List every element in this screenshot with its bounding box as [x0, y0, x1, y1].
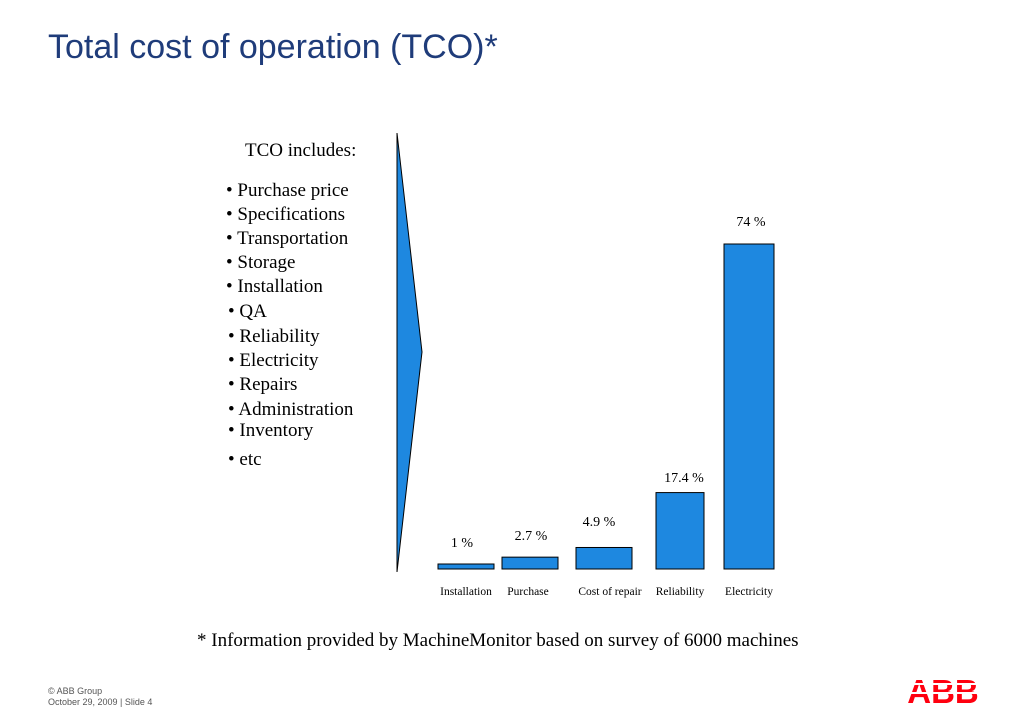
bar-purchase [501, 556, 559, 570]
data-label: 74 % [736, 215, 766, 230]
copyright: © ABB Group [48, 686, 103, 696]
list-item-label: Specifications [237, 204, 346, 225]
data-label: 1 % [451, 536, 474, 551]
list-item: • Specifications [226, 204, 346, 225]
list-item: • Reliability [228, 326, 320, 347]
list-item: • etc [228, 449, 262, 470]
chevron-arrow [396, 132, 423, 573]
list-item-label: etc [239, 449, 262, 470]
date-slide: October 29, 2009 | Slide 4 [48, 697, 153, 707]
list-item: • Purchase price [226, 180, 349, 201]
category-label: Purchase [507, 586, 549, 598]
abb-logo-text: ABB [908, 674, 978, 708]
list-item-label: Inventory [239, 420, 314, 441]
category-label: Electricity [725, 586, 773, 598]
category-label: Installation [440, 586, 492, 598]
list-item-label: Repairs [239, 374, 298, 395]
bar-installation [437, 563, 495, 570]
list-item-label: Electricity [239, 350, 319, 371]
bar-electricity [723, 243, 775, 570]
list-item: • Repairs [228, 374, 298, 395]
category-label: Cost of repair [578, 586, 641, 598]
list-item-label: Transportation [237, 228, 349, 249]
list-item-label: Storage [237, 252, 296, 273]
list-item: • QA [228, 301, 267, 322]
list-item: • Inventory [228, 420, 314, 441]
list-item-label: Purchase price [237, 180, 349, 201]
footnote: * Information provided by MachineMonitor… [197, 630, 799, 651]
abb-logo: ABB [908, 674, 978, 708]
list-item: • Installation [226, 276, 323, 297]
list-item: • Administration [228, 399, 354, 420]
list-item: • Transportation [226, 228, 349, 249]
data-label: 4.9 % [583, 515, 616, 530]
data-label: 17.4 % [664, 471, 704, 486]
bar-cost-of-repair [575, 546, 633, 570]
list-item-label: Installation [237, 276, 323, 297]
bar-reliability [655, 492, 705, 570]
data-label: 2.7 % [515, 529, 548, 544]
list-item-label: Administration [238, 399, 354, 420]
footer-info: © ABB Group October 29, 2009 | Slide 4 [48, 686, 152, 708]
page-title: Total cost of operation (TCO)* [48, 28, 498, 66]
tco-includes-heading: TCO includes: [245, 140, 357, 161]
list-item: • Storage [226, 252, 296, 273]
list-item-label: QA [239, 301, 267, 322]
list-item-label: Reliability [239, 326, 320, 347]
category-label: Reliability [656, 586, 705, 598]
list-item: • Electricity [228, 350, 319, 371]
